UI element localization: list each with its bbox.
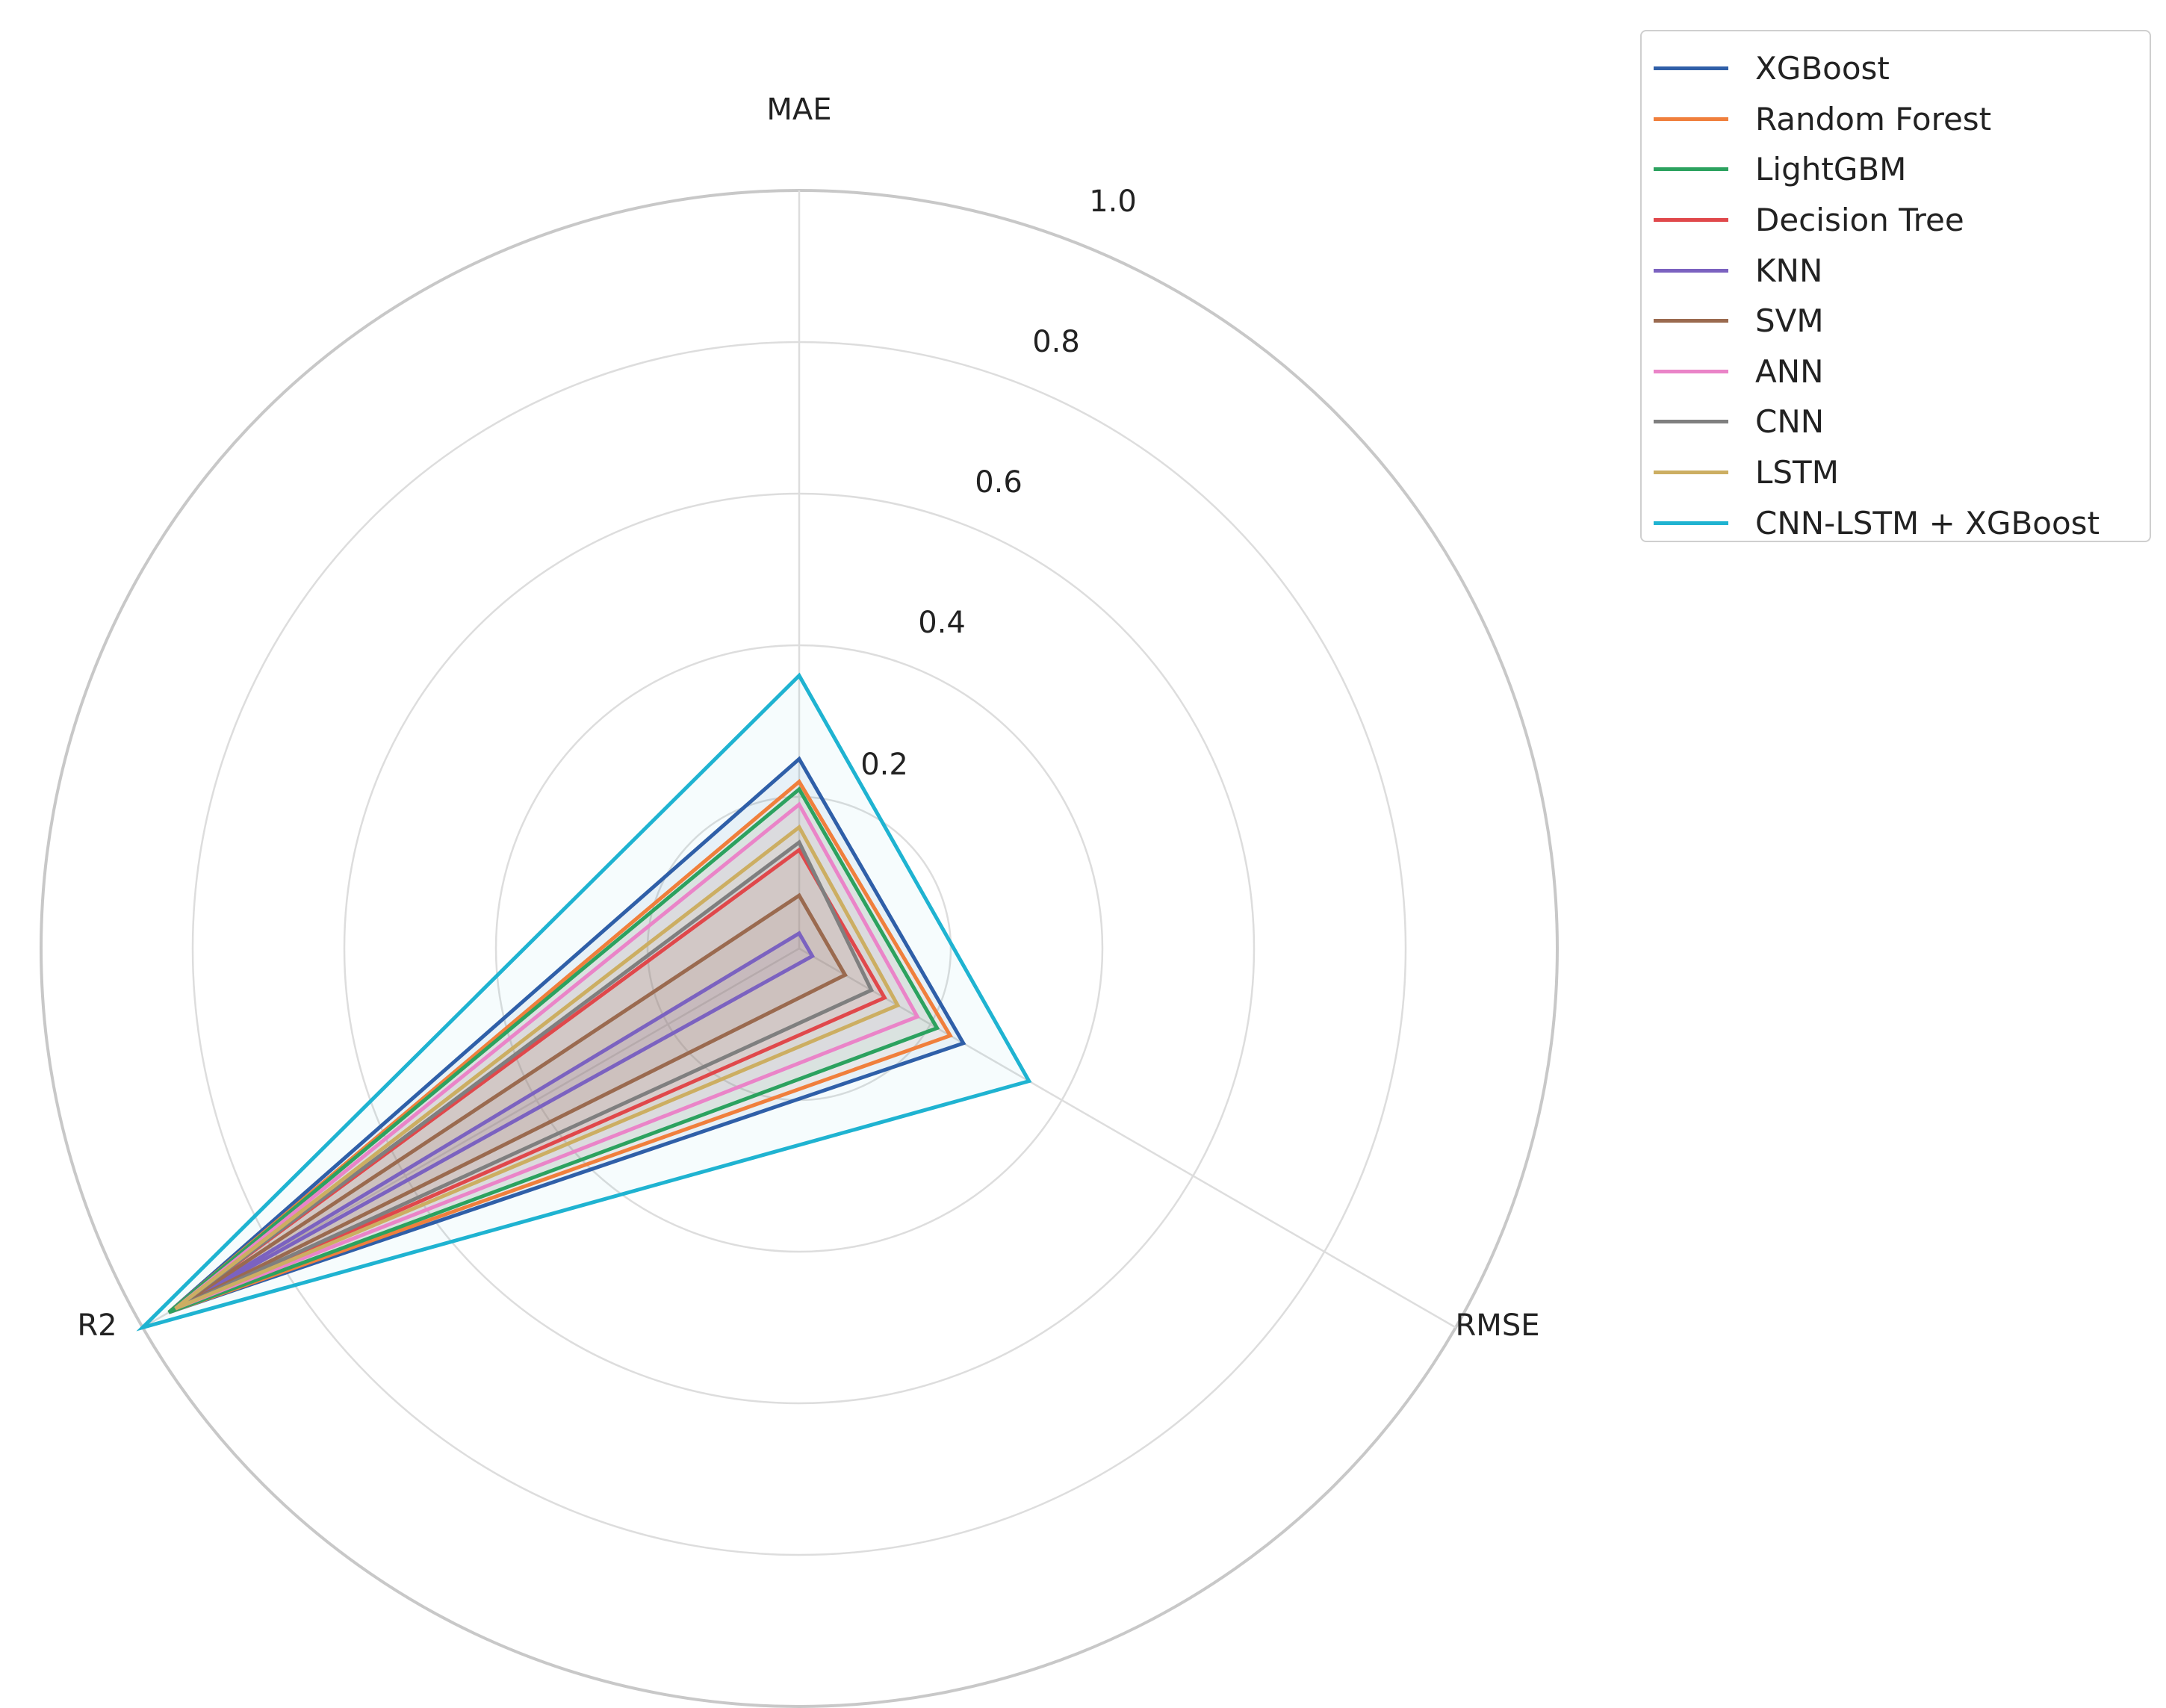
legend-label: KNN bbox=[1755, 252, 1823, 289]
axis-label-r2: R2 bbox=[77, 1308, 117, 1343]
series-line-decision-tree bbox=[174, 847, 887, 1311]
legend-label: CNN bbox=[1755, 403, 1825, 441]
r-tick-label-0.8: 0.8 bbox=[1032, 325, 1080, 359]
legend-item-ann: ANN bbox=[1642, 347, 2150, 397]
legend-item-cnn-lstm-xgboost: CNN-LSTM + XGBoost bbox=[1642, 497, 2150, 548]
legend-label: SVM bbox=[1755, 302, 1824, 340]
r-tick-label-0.6: 0.6 bbox=[975, 465, 1023, 500]
series-fill-xgboost bbox=[169, 759, 963, 1313]
series-fill-decision-tree bbox=[175, 850, 885, 1309]
series-fill-svm bbox=[175, 895, 845, 1309]
legend-swatch bbox=[1654, 319, 1728, 323]
radar-labels: MAE RMSE R2 0.2 0.4 0.6 0.8 1.0 bbox=[77, 93, 1539, 1343]
legend-item-decision-tree: Decision Tree bbox=[1642, 195, 2150, 246]
legend-label: CNN-LSTM + XGBoost bbox=[1755, 504, 2100, 541]
legend-swatch bbox=[1654, 268, 1728, 273]
r-tick-label-0.4: 0.4 bbox=[918, 606, 966, 640]
series-line-cnn bbox=[174, 839, 875, 1311]
axis-spoke bbox=[798, 947, 1456, 1329]
legend-item-svm: SVM bbox=[1642, 296, 2150, 347]
legend-label: LSTM bbox=[1755, 454, 1839, 491]
legend-swatch bbox=[1654, 117, 1728, 121]
series-lines bbox=[136, 672, 1032, 1332]
legend-swatch bbox=[1654, 420, 1728, 424]
legend-item-random-forest: Random Forest bbox=[1642, 94, 2150, 145]
legend-swatch bbox=[1654, 218, 1728, 223]
axis-label-rmse: RMSE bbox=[1456, 1308, 1540, 1343]
legend: XGBoost Random Forest LightGBM Decision … bbox=[1640, 30, 2151, 542]
series-line-knn bbox=[174, 931, 816, 1311]
r-tick-label-1.0: 1.0 bbox=[1089, 184, 1137, 219]
legend-label: Random Forest bbox=[1755, 100, 1992, 137]
series-fill-lightgbm bbox=[169, 789, 937, 1313]
legend-swatch bbox=[1654, 369, 1728, 373]
series-line-random-forest bbox=[167, 778, 953, 1314]
series-fill-ann bbox=[175, 804, 918, 1309]
radar-grid bbox=[40, 189, 1559, 1708]
legend-item-lstm: LSTM bbox=[1642, 447, 2150, 498]
legend-item-xgboost: XGBoost bbox=[1642, 43, 2150, 94]
legend-swatch bbox=[1654, 66, 1728, 71]
legend-item-knn: KNN bbox=[1642, 245, 2150, 296]
series-line-ann bbox=[174, 801, 920, 1311]
legend-label: ANN bbox=[1755, 353, 1824, 390]
legend-swatch bbox=[1654, 167, 1728, 172]
series-fill-random-forest bbox=[169, 781, 951, 1313]
legend-swatch bbox=[1654, 471, 1728, 475]
legend-label: Decision Tree bbox=[1755, 202, 1964, 239]
series-line-svm bbox=[174, 892, 848, 1311]
legend-item-lightgbm: LightGBM bbox=[1642, 144, 2150, 195]
series-line-lstm bbox=[174, 824, 901, 1311]
legend-label: XGBoost bbox=[1755, 50, 1890, 87]
series-line-xgboost bbox=[167, 756, 966, 1314]
series-line-cnn-lstm-xgboost bbox=[136, 672, 1032, 1332]
legend-item-cnn: CNN bbox=[1642, 397, 2150, 447]
r-tick-label-0.2: 0.2 bbox=[860, 748, 908, 782]
legend-label: LightGBM bbox=[1755, 151, 1907, 188]
series-line-lightgbm bbox=[167, 786, 940, 1314]
axis-label-mae: MAE bbox=[766, 93, 831, 127]
legend-swatch bbox=[1654, 521, 1728, 525]
